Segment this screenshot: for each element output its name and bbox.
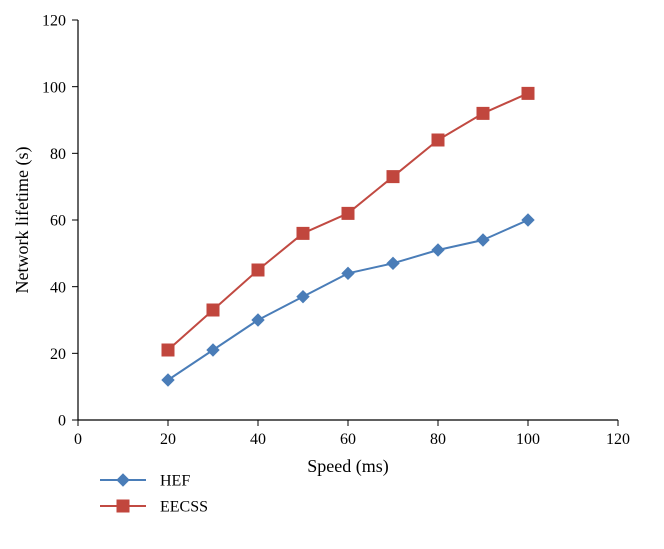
chart-svg: 0 20 40 60 80 100 120 0 20 40 60 80 100 120 Speed (ms)… bbox=[0, 0, 664, 549]
series-marker-eecss bbox=[432, 134, 444, 146]
series-marker-eecss bbox=[387, 171, 399, 183]
series-marker-eecss bbox=[162, 344, 174, 356]
series-marker-eecss bbox=[342, 207, 354, 219]
series-marker-eecss bbox=[477, 107, 489, 119]
x-tick-label: 120 bbox=[606, 431, 630, 448]
legend-label-eecss: EECSS bbox=[160, 499, 208, 516]
y-tick-label: 0 bbox=[58, 413, 66, 430]
x-tick-label: 20 bbox=[160, 431, 176, 448]
series-marker-eecss bbox=[252, 264, 264, 276]
y-tick-label: 120 bbox=[42, 13, 66, 30]
legend-label-hef: HEF bbox=[160, 473, 190, 490]
x-tick-label: 40 bbox=[250, 431, 266, 448]
y-tick-label: 20 bbox=[50, 346, 66, 363]
y-tick-label: 80 bbox=[50, 146, 66, 163]
y-axis-label: Network lifetime (s) bbox=[12, 147, 33, 294]
y-tick-label: 60 bbox=[50, 213, 66, 230]
legend-marker-eecss bbox=[117, 500, 129, 512]
y-tick-label: 100 bbox=[42, 79, 66, 96]
x-tick-label: 80 bbox=[430, 431, 446, 448]
y-tick-label: 40 bbox=[50, 279, 66, 296]
series-marker-eecss bbox=[522, 87, 534, 99]
x-tick-label: 60 bbox=[340, 431, 356, 448]
x-tick-label: 100 bbox=[516, 431, 540, 448]
x-tick-label: 0 bbox=[74, 431, 82, 448]
series-marker-eecss bbox=[207, 304, 219, 316]
network-lifetime-chart: 0 20 40 60 80 100 120 0 20 40 60 80 100 120 Speed (ms)… bbox=[0, 0, 664, 549]
series-marker-eecss bbox=[297, 227, 309, 239]
x-axis-label: Speed (ms) bbox=[307, 456, 388, 477]
